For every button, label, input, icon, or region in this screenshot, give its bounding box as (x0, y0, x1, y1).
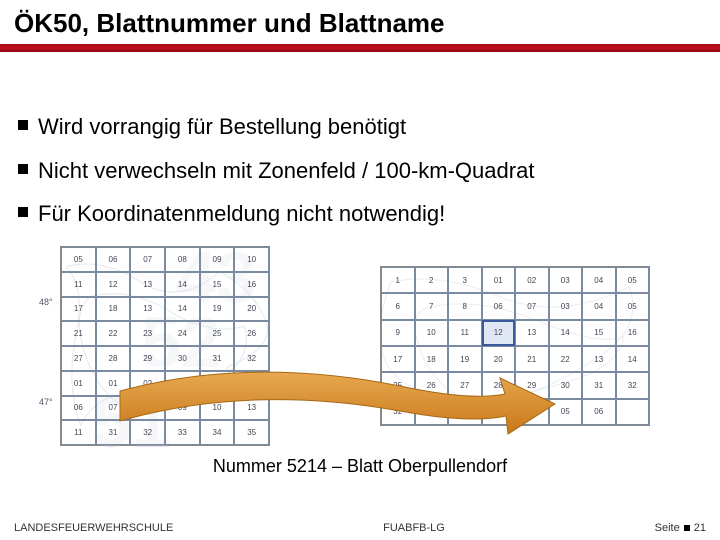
grid-cell: 21 (61, 321, 96, 346)
grid-cell: 13 (130, 297, 165, 322)
grid-cell: 05 (61, 247, 96, 272)
bullet-marker-icon (18, 207, 28, 217)
grid-cell: 09 (200, 247, 235, 272)
grid-cell: 14 (549, 320, 583, 346)
grid-cell: 17 (61, 297, 96, 322)
grid-cell: 11 (61, 272, 96, 297)
grid-cell: 15 (582, 320, 616, 346)
footer-page-label: Seite (655, 522, 680, 534)
grid-cell: 13 (515, 320, 549, 346)
axis-label: 48° (39, 297, 53, 307)
footer: LANDESFEUERWEHRSCHULE FUABFB-LG Seite 21 (0, 522, 720, 534)
bullet-list: Wird vorrangig für Bestellung benötigt N… (0, 43, 720, 228)
grid-cell: 11 (448, 320, 482, 346)
bullet-item: Nicht verwechseln mit Zonenfeld / 100-km… (18, 157, 702, 185)
grid-cell: 04 (582, 267, 616, 293)
grid-cell: 26 (234, 321, 269, 346)
grid-cell: 07 (515, 293, 549, 319)
grid-cell: 06 (482, 293, 516, 319)
grid-cell: 20 (234, 297, 269, 322)
grid-cell: 6 (381, 293, 415, 319)
grid-cell: 25 (200, 321, 235, 346)
arrow-icon (100, 366, 560, 446)
grid-cell: 1 (381, 267, 415, 293)
grid-cell: 08 (165, 247, 200, 272)
caption: Nummer 5214 – Blatt Oberpullendorf (0, 456, 720, 477)
bullet-marker-icon (18, 120, 28, 130)
grid-cell: 14 (165, 297, 200, 322)
slide-title: ÖK50, Blattnummer und Blattname (0, 0, 720, 43)
grid-cell: 14 (165, 272, 200, 297)
grid-cell: 11 (61, 420, 96, 445)
axis-label: 47° (39, 397, 53, 407)
grid-cell: 01 (482, 267, 516, 293)
grid-cell: 31 (582, 372, 616, 398)
grid-cell: 06 (96, 247, 131, 272)
bullet-text: Nicht verwechseln mit Zonenfeld / 100-km… (38, 157, 534, 185)
grid-cell: 03 (549, 293, 583, 319)
grid-cell: 2 (415, 267, 449, 293)
grid-cell: 01 (61, 371, 96, 396)
grid-cell: 12 (96, 272, 131, 297)
grid-cell: 07 (130, 247, 165, 272)
grid-cell: 7 (415, 293, 449, 319)
grid-cell: 18 (96, 297, 131, 322)
bullet-item: Wird vorrangig für Bestellung benötigt (18, 113, 702, 141)
grid-cell: 12 (482, 320, 516, 346)
grid-cell: 15 (200, 272, 235, 297)
grid-cell: 02 (515, 267, 549, 293)
grid-cell: 22 (96, 321, 131, 346)
square-icon (684, 525, 690, 531)
grid-cell: 05 (616, 293, 650, 319)
bullet-text: Wird vorrangig für Bestellung benötigt (38, 113, 406, 141)
grid-cell: 14 (616, 346, 650, 372)
grid-cell: 06 (61, 396, 96, 421)
grid-cell: 16 (234, 272, 269, 297)
footer-center: FUABFB-LG (383, 522, 445, 534)
footer-page-number: 21 (694, 522, 706, 534)
grid-cell (616, 399, 650, 425)
bullet-marker-icon (18, 164, 28, 174)
grid-cell: 19 (200, 297, 235, 322)
grid-cell: 9 (381, 320, 415, 346)
footer-right: Seite 21 (655, 522, 706, 534)
grid-cell: 10 (415, 320, 449, 346)
diagram-area: 43 52 51 0506070809101112131415161718131… (60, 236, 660, 456)
bullet-text: Für Koordinatenmeldung nicht notwendig! (38, 200, 445, 228)
grid-cell: 13 (130, 272, 165, 297)
title-underline (0, 44, 720, 52)
grid-cell: 23 (130, 321, 165, 346)
grid-cell: 24 (165, 321, 200, 346)
grid-cell: 16 (616, 320, 650, 346)
grid-cell: 27 (61, 346, 96, 371)
grid-cell: 3 (448, 267, 482, 293)
grid-cell: 8 (448, 293, 482, 319)
footer-left: LANDESFEUERWEHRSCHULE (14, 522, 173, 534)
grid-cell: 13 (582, 346, 616, 372)
grid-cell: 32 (616, 372, 650, 398)
grid-cell: 05 (616, 267, 650, 293)
grid-cell: 03 (549, 267, 583, 293)
grid-cell: 10 (234, 247, 269, 272)
grid-cell: 06 (582, 399, 616, 425)
bullet-item: Für Koordinatenmeldung nicht notwendig! (18, 200, 702, 228)
grid-cell: 04 (582, 293, 616, 319)
